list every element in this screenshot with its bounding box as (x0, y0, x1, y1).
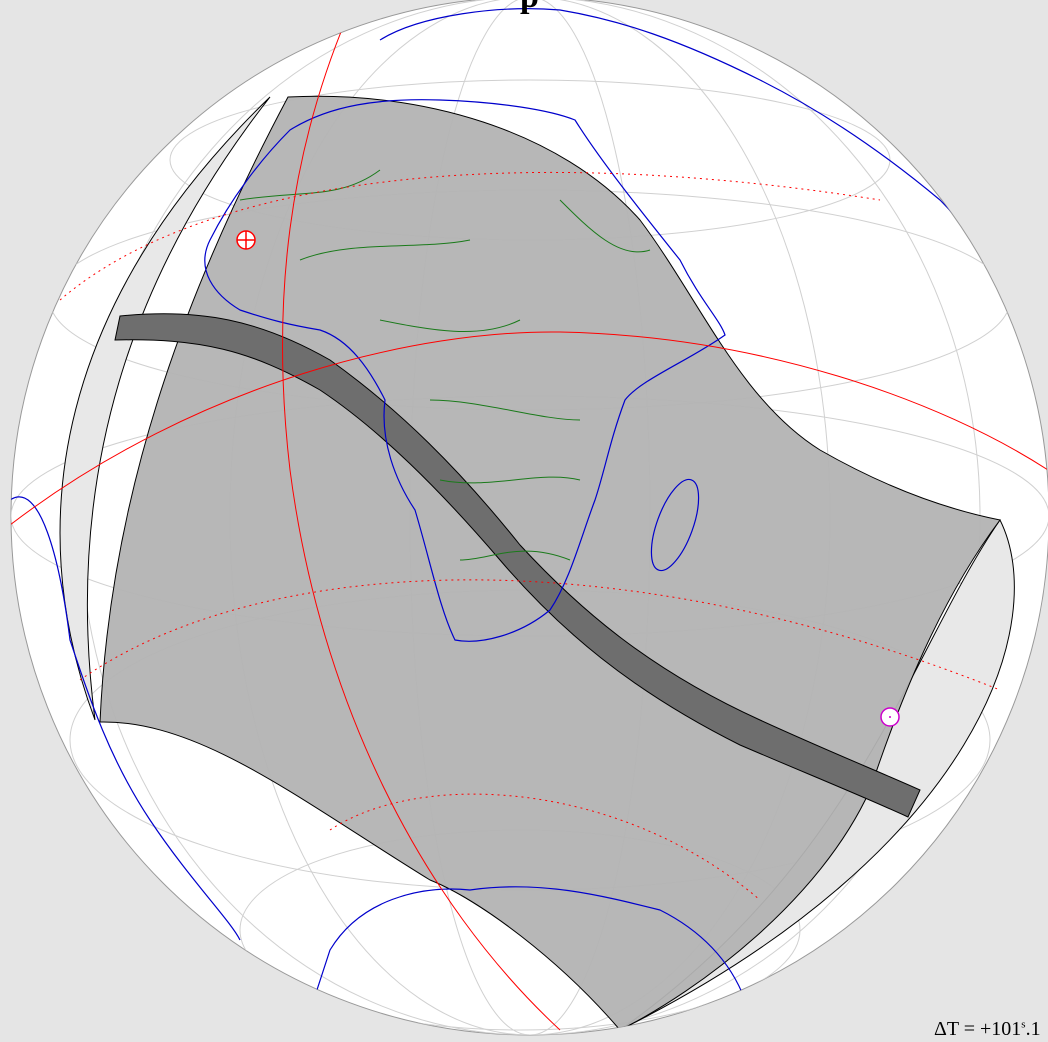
umbra-path (114, 313, 921, 818)
delta-t-unit: s (1021, 1018, 1026, 1031)
tropic-line (59, 171, 881, 301)
ecliptic-line (11, 331, 1048, 526)
globe-content (11, 0, 1048, 1035)
delta-t: ΔT = +101s.1 (934, 1018, 1041, 1041)
antarctica (299, 886, 746, 1035)
africa (204, 99, 726, 642)
meridian-line (282, 9, 561, 1031)
marker-dot (889, 716, 891, 718)
penumbra-edge (59, 96, 271, 721)
tropic-line (79, 579, 1001, 691)
madagascar (650, 478, 700, 572)
delta-t-value: ΔT = +101 (934, 1018, 1022, 1040)
marker-cross (237, 231, 255, 249)
title: p (520, 0, 539, 16)
south-america (11, 496, 241, 941)
delta-t-fraction: .1 (1025, 1018, 1041, 1040)
moon-marker (880, 707, 900, 727)
sun-marker (236, 230, 256, 250)
penumbra (99, 95, 1001, 1031)
